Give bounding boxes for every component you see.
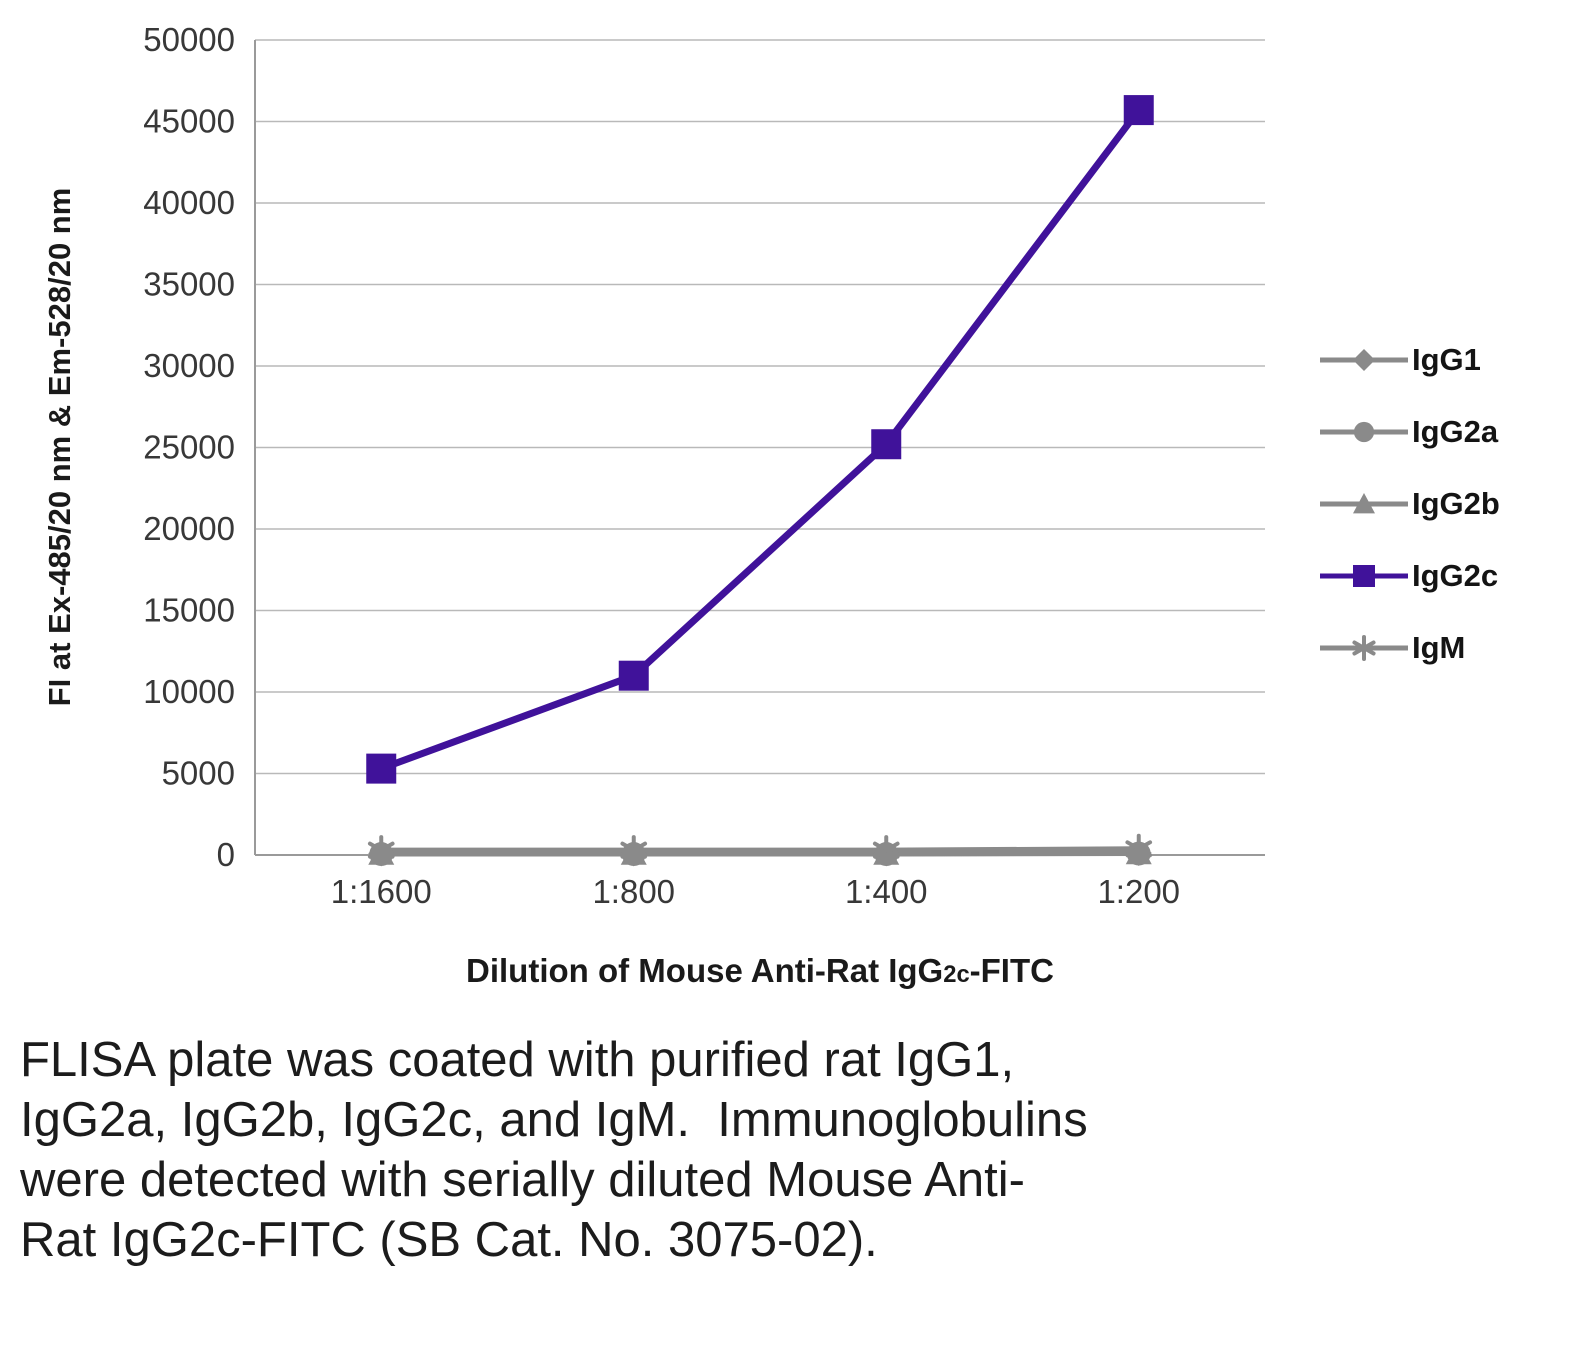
legend-marker-asterisk-icon (1320, 635, 1408, 661)
svg-text:15000: 15000 (143, 592, 235, 629)
x-axis-label: Dilution of Mouse Anti-Rat IgG2c-FITC (255, 952, 1265, 990)
svg-text:1:1600: 1:1600 (331, 873, 432, 910)
caption-line: Rat IgG2c-FITC (SB Cat. No. 3075-02). (20, 1213, 878, 1267)
legend-marker-circle-icon (1320, 421, 1408, 443)
legend-label: IgG2c (1412, 558, 1499, 593)
svg-text:25000: 25000 (143, 429, 235, 466)
legend-marker-square-icon (1320, 565, 1408, 587)
caption-line: FLISA plate was coated with purified rat… (20, 1033, 1015, 1087)
svg-text:20000: 20000 (143, 510, 235, 547)
svg-text:1:800: 1:800 (592, 873, 675, 910)
legend-label: IgG2a (1412, 414, 1499, 449)
svg-text:10000: 10000 (143, 673, 235, 710)
svg-text:30000: 30000 (143, 347, 235, 384)
x-axis-label-suffix: -FITC (969, 952, 1054, 989)
legend-item-igg1: IgG1 (1318, 340, 1500, 380)
svg-text:0: 0 (217, 836, 235, 873)
caption-line: were detected with serially diluted Mous… (20, 1153, 1026, 1207)
legend-label: IgG2b (1412, 486, 1500, 521)
svg-text:45000: 45000 (143, 103, 235, 140)
legend-marker-diamond-icon (1320, 349, 1408, 371)
chart-legend: IgG1 IgG2a IgG2b IgG2c IgM (1318, 340, 1500, 668)
legend-item-igm: IgM (1318, 628, 1500, 668)
legend-item-igg2a: IgG2a (1318, 412, 1500, 452)
caption-line: IgG2a, IgG2b, IgG2c, and IgM. Immunoglob… (20, 1093, 1088, 1147)
legend-label: IgG1 (1412, 342, 1481, 377)
svg-text:1:400: 1:400 (845, 873, 928, 910)
svg-text:50000: 50000 (143, 21, 235, 58)
legend-marker-triangle-icon (1320, 493, 1408, 514)
x-axis-label-subscript: 2c (943, 961, 970, 988)
svg-text:1:200: 1:200 (1097, 873, 1180, 910)
x-axis-label-text: Dilution of Mouse Anti-Rat IgG (466, 952, 944, 989)
svg-text:5000: 5000 (162, 755, 235, 792)
caption: FLISA plate was coated with purified rat… (20, 1030, 1500, 1270)
legend-item-igg2b: IgG2b (1318, 484, 1500, 524)
legend-label: IgM (1412, 630, 1466, 665)
legend-item-igg2c: IgG2c (1318, 556, 1500, 596)
svg-text:40000: 40000 (143, 184, 235, 221)
y-axis-label: FI at Ex-485/20 nm & Em-528/20 nm (42, 187, 77, 707)
svg-text:35000: 35000 (143, 266, 235, 303)
chart-plot: 0 5000 10000 15000 20000 25000 30000 35000 40000… (143, 21, 1265, 910)
